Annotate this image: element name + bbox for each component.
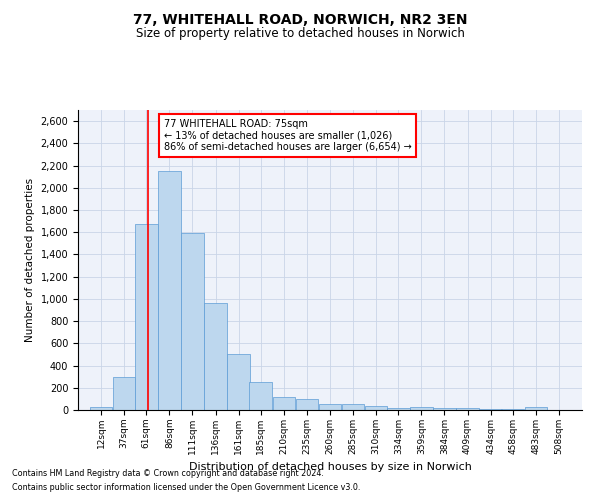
Bar (135, 224, 158, 410)
Text: Contains public sector information licensed under the Open Government Licence v3: Contains public sector information licen… (12, 484, 361, 492)
Bar (227, 354, 250, 410)
Bar (410, 406, 433, 410)
Bar (479, 409, 502, 410)
Bar (250, 382, 272, 410)
Bar (387, 408, 410, 410)
Bar (433, 408, 456, 410)
Bar (365, 406, 388, 410)
Bar (113, 376, 136, 410)
Bar (90, 407, 112, 410)
X-axis label: Distribution of detached houses by size in Norwich: Distribution of detached houses by size … (188, 462, 472, 472)
Y-axis label: Number of detached properties: Number of detached properties (25, 178, 35, 342)
Bar (204, 304, 227, 410)
Bar (524, 407, 547, 410)
Bar (456, 408, 479, 410)
Bar (319, 404, 341, 410)
Bar (296, 399, 318, 410)
Text: 77 WHITEHALL ROAD: 75sqm
← 13% of detached houses are smaller (1,026)
86% of sem: 77 WHITEHALL ROAD: 75sqm ← 13% of detach… (164, 119, 412, 152)
Bar (158, 171, 181, 410)
Text: Contains HM Land Registry data © Crown copyright and database right 2024.: Contains HM Land Registry data © Crown c… (12, 468, 324, 477)
Bar (272, 396, 295, 410)
Bar (181, 233, 204, 410)
Text: Size of property relative to detached houses in Norwich: Size of property relative to detached ho… (136, 28, 464, 40)
Text: 77, WHITEHALL ROAD, NORWICH, NR2 3EN: 77, WHITEHALL ROAD, NORWICH, NR2 3EN (133, 12, 467, 26)
Bar (342, 404, 364, 410)
